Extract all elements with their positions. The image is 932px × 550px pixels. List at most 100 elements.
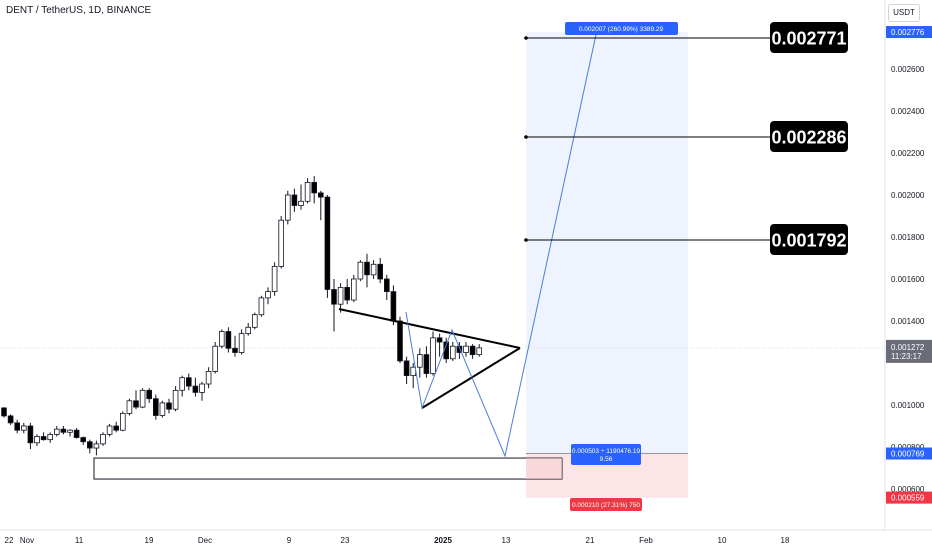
entry-price-badge-text: 0.000769 [891,450,925,459]
candle-down [331,289,337,305]
triangle-upper-line [338,308,521,349]
entry-price-badge [886,447,932,460]
candle-down [7,415,14,424]
candle-up [350,278,357,301]
candle-down [311,181,317,194]
candle-up [304,181,311,202]
candle-up [126,400,133,414]
candle-down [364,261,370,276]
x-axis-tick: Feb [639,536,653,545]
entry-label-text: 9.56 [600,456,613,463]
target-box [770,224,848,255]
candle-up [410,366,416,377]
candle-down [192,385,199,393]
stop-price-badge-text: 0.000559 [891,494,925,503]
symbol-title: DENT / TetherUS, 1D, BINANCE [6,5,152,16]
candle-up [205,370,212,385]
candle-up [416,354,423,368]
top-price-badge-text: 0.002776 [891,28,925,37]
candle-down [27,425,34,444]
target-value: 0.002286 [771,128,846,148]
candle-down [436,337,443,343]
candle-down [146,389,153,400]
candle-up [100,433,106,445]
x-axis-tick: 22 [5,536,14,545]
candle-down [152,398,159,416]
y-axis-tick: 0.002000 [891,191,925,200]
target-value: 0.002771 [771,29,846,49]
candle-up [20,425,27,431]
target-zone [526,32,688,454]
candle-up [476,347,482,356]
candle-up [271,265,278,292]
candle-down [423,354,430,374]
candle-up [284,194,291,221]
candle-down [14,422,21,431]
y-axis-tick: 0.001400 [891,317,925,326]
candle-down [324,196,331,290]
y-axis-tick: 0.002200 [891,149,925,158]
currency-button[interactable]: USDT [888,4,920,22]
candle-up [245,326,252,334]
candle-up [47,433,53,441]
x-axis-tick: 13 [502,536,511,545]
projection-path [405,29,598,458]
candle-down [377,263,383,280]
target-label-box [565,22,678,35]
candle-down [291,194,298,206]
y-axis-tick: 0.001600 [891,275,925,284]
y-axis-tick: 0.001800 [891,233,925,242]
candle-up [67,429,73,433]
candle-down [133,400,139,408]
candle-up [159,402,166,416]
x-axis-tick: 23 [341,536,350,545]
candle-up [54,428,60,435]
candle-up [34,436,40,444]
candle-down [185,377,192,387]
x-axis-tick: 18 [781,536,790,545]
target-value: 0.001792 [771,231,846,251]
x-axis-tick: Nov [20,536,34,545]
candle-up [93,443,100,449]
y-axis-tick: 0.001000 [891,401,925,410]
target-box [770,22,848,53]
y-axis-tick: 0.002600 [891,65,925,74]
candle-up [337,286,344,305]
candle-up [139,389,146,408]
candle-down [390,291,397,322]
candle-up [370,263,377,276]
target-label-text: 0.002007 (260.99%) 3389.29 [579,26,664,33]
y-axis-tick: 0.002400 [891,107,925,116]
candle-down [225,331,232,349]
candle-down [344,286,350,301]
triangle-lower-line [421,347,521,409]
candle-up [298,200,304,206]
candle-down [87,441,93,449]
candle-up [251,314,258,328]
candle-up [449,345,456,360]
support-zone-overlap [526,458,562,480]
x-axis-tick: 10 [718,536,727,545]
candle-down [383,278,390,293]
candle-up [218,331,225,347]
target-line-dot [524,36,528,40]
candle-up [199,383,205,393]
candle-down [40,436,47,441]
stop-price-badge [886,491,932,504]
candle-down [60,428,67,433]
top-price-badge [886,26,932,39]
x-axis-tick: 21 [586,536,595,545]
candle-up [106,425,113,435]
candle-up [179,377,186,391]
candle-up [258,297,265,316]
candle-down [232,347,238,353]
x-axis-tick: 9 [287,536,292,545]
candle-up [212,345,219,372]
entry-label-box [571,444,641,465]
y-axis-tick: 0.000800 [891,443,925,452]
x-axis-tick: Dec [198,536,212,545]
candle-up [357,261,364,280]
candle-up [265,291,271,299]
